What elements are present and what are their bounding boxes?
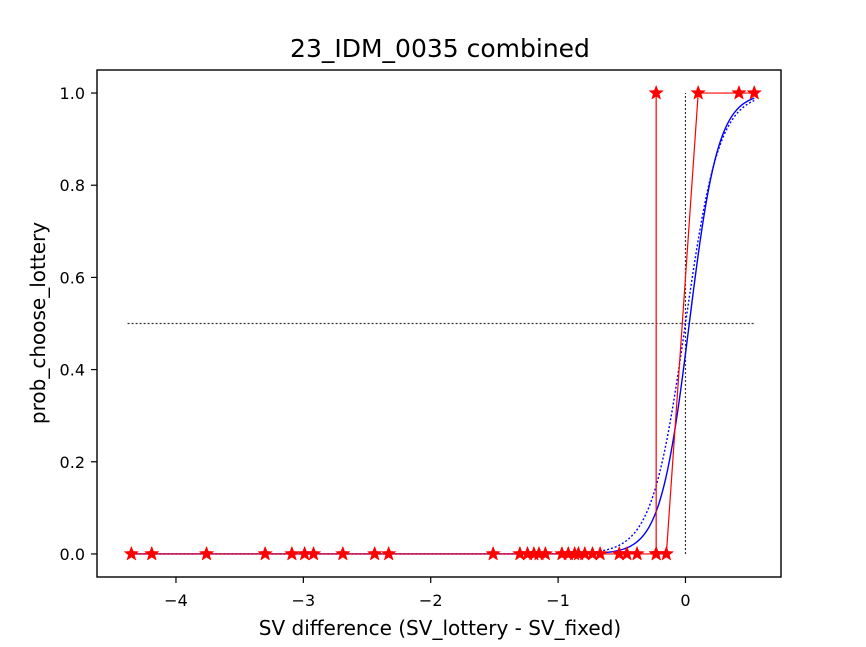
data-point-star [123, 545, 140, 561]
data-point-star [305, 545, 322, 561]
x-tick-label: −3 [292, 591, 316, 610]
fit-curve-dotted [131, 99, 755, 555]
data-point-star [592, 545, 608, 561]
plot-frame [96, 69, 782, 578]
data-point-star [257, 545, 273, 561]
data-point-star [746, 84, 763, 100]
y-tick-label: 1.0 [60, 84, 85, 103]
data-point-star [731, 84, 747, 100]
x-tick-label: 0 [680, 591, 690, 610]
chart-title: 23_IDM_0035 combined [290, 34, 590, 63]
data-point-star [366, 545, 383, 561]
data-point-star [380, 545, 397, 561]
fit-curve [131, 97, 755, 555]
y-axis-label: prob_choose_lottery [26, 222, 50, 424]
x-tick-label: −1 [546, 591, 570, 610]
y-axis: 0.0 0.2 0.4 0.6 0.8 1.0 [60, 84, 97, 564]
x-tick-label: −2 [419, 591, 443, 610]
data-point-star [485, 545, 501, 561]
x-axis-label: SV difference (SV_lottery - SV_fixed) [259, 616, 621, 640]
y-tick-label: 0.8 [60, 176, 85, 195]
y-tick-label: 0.6 [60, 268, 85, 287]
data-point-star [629, 545, 645, 561]
data-point-star [143, 545, 160, 561]
data-point-star [335, 545, 351, 561]
fit-curves [131, 97, 755, 555]
x-axis: −4 −3 −2 −1 0 [164, 577, 691, 610]
x-tick-label: −4 [164, 591, 188, 610]
data-point-star [284, 545, 300, 561]
data-point-star [537, 545, 554, 561]
observed-series [123, 84, 763, 561]
data-point-star [198, 545, 215, 561]
data-point-star [690, 84, 707, 100]
y-tick-label: 0.4 [60, 361, 85, 380]
data-point-star [648, 84, 664, 100]
data-point-star [658, 545, 675, 561]
y-tick-label: 0.0 [60, 545, 85, 564]
reference-lines [127, 93, 755, 554]
y-tick-label: 0.2 [60, 453, 85, 472]
